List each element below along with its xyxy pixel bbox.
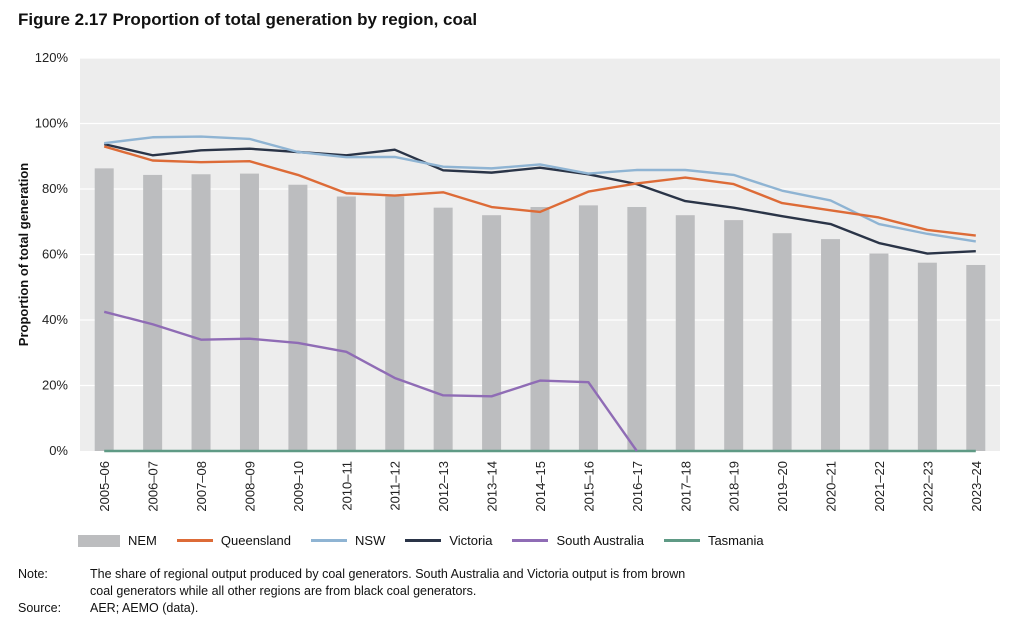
bar-nem bbox=[966, 264, 986, 451]
x-tick-label: 2014–15 bbox=[533, 461, 548, 512]
bar-nem bbox=[772, 233, 792, 451]
note-label: Note: bbox=[18, 567, 48, 581]
bar-nem bbox=[627, 207, 647, 451]
x-tick-label: 2022–23 bbox=[920, 461, 935, 512]
y-tick-label: 0% bbox=[49, 443, 68, 458]
bar-nem bbox=[385, 196, 405, 451]
y-tick-label: 120% bbox=[35, 50, 69, 65]
legend-item: Victoria bbox=[405, 533, 492, 548]
legend-item: South Australia bbox=[512, 533, 644, 548]
y-tick-label: 80% bbox=[42, 181, 68, 196]
legend-swatch bbox=[311, 539, 348, 542]
x-tick-label: 2005–06 bbox=[97, 461, 112, 512]
x-tick-label: 2008–09 bbox=[242, 461, 257, 512]
x-tick-label: 2017–18 bbox=[678, 461, 693, 512]
legend-label: Queensland bbox=[220, 533, 292, 548]
x-tick-label: 2011–12 bbox=[388, 461, 403, 511]
line-queensland bbox=[103, 145, 976, 237]
x-tick-label: 2016–17 bbox=[630, 461, 645, 512]
bar-nem bbox=[433, 207, 453, 451]
legend-swatch bbox=[176, 539, 213, 542]
y-tick-label: 40% bbox=[42, 312, 68, 327]
bar-nem bbox=[143, 174, 163, 452]
legend-label: Victoria bbox=[449, 533, 493, 548]
legend: NEM Queensland NSW Victoria South Australia T… bbox=[78, 533, 784, 548]
x-tick-label: 2015–16 bbox=[581, 461, 596, 512]
bar-nem bbox=[94, 168, 114, 451]
x-tick-label: 2021–22 bbox=[872, 461, 887, 512]
bar-nem bbox=[288, 184, 308, 451]
line-nsw bbox=[104, 135, 976, 243]
x-tick-label: 2006–07 bbox=[146, 461, 161, 512]
x-tick-label: 2020–21 bbox=[824, 461, 839, 512]
notes: Note: The share of regional output produc… bbox=[18, 566, 690, 617]
x-tick-label: 2007–08 bbox=[194, 461, 209, 512]
y-tick-label: 20% bbox=[42, 378, 68, 393]
x-tick-label: 2019–20 bbox=[775, 461, 790, 512]
bar-nem bbox=[482, 215, 502, 451]
bar-nem bbox=[191, 174, 211, 451]
legend-item: NEM bbox=[78, 533, 157, 548]
bar-nem bbox=[724, 220, 744, 451]
legend-label: South Australia bbox=[556, 533, 644, 548]
x-tick-label: 2010–11 bbox=[339, 461, 354, 511]
legend-item: NSW bbox=[311, 533, 385, 548]
chart: 0% 20% 40% 60% 80% 100% 120% Proportion of tota… bbox=[16, 50, 1000, 512]
bar-nem bbox=[821, 239, 841, 451]
legend-item: Tasmania bbox=[663, 533, 764, 548]
legend-label: NEM bbox=[128, 533, 157, 548]
y-tick-label: 100% bbox=[35, 116, 69, 131]
source-label: Source: bbox=[18, 601, 62, 615]
bar-nem bbox=[530, 207, 550, 451]
legend-swatch bbox=[78, 534, 120, 547]
x-tick-label: 2009–10 bbox=[291, 461, 306, 512]
legend-swatch bbox=[663, 539, 700, 542]
bar-nem bbox=[578, 205, 598, 451]
legend-swatch bbox=[405, 539, 442, 542]
note-text: The share of regional output produced by… bbox=[90, 567, 686, 598]
legend-label: Tasmania bbox=[707, 533, 764, 548]
line-victoria bbox=[103, 142, 976, 255]
line-south-australia bbox=[103, 310, 638, 452]
source-text: AER; AEMO (data). bbox=[90, 601, 199, 615]
bar-nem bbox=[239, 173, 259, 452]
x-tick-label: 2012–13 bbox=[436, 461, 451, 512]
legend-item: Queensland bbox=[176, 533, 292, 548]
bar-nem bbox=[675, 215, 695, 451]
bar-nem bbox=[336, 196, 356, 451]
legend-label: NSW bbox=[355, 533, 386, 548]
figure-title: Figure 2.17 Proportion of total generati… bbox=[18, 10, 478, 29]
y-tick-label: 60% bbox=[42, 247, 68, 262]
x-tick-label: 2013–14 bbox=[485, 461, 500, 512]
x-tick-label: 2018–19 bbox=[727, 461, 742, 512]
legend-swatch bbox=[512, 539, 549, 542]
bar-nem bbox=[869, 253, 889, 451]
bar-nem bbox=[917, 262, 937, 451]
y-axis-label: Proportion of total generation bbox=[16, 163, 31, 346]
x-tick-label: 2023–24 bbox=[969, 461, 984, 512]
